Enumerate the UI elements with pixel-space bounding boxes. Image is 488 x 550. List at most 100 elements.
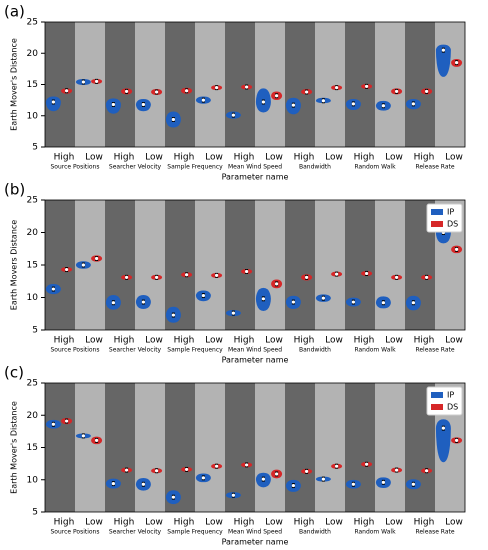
stripe <box>195 200 225 330</box>
median-dot <box>155 90 159 94</box>
median-dot <box>381 301 385 305</box>
median-dot <box>185 467 189 472</box>
median-dot <box>111 482 115 486</box>
median-dot <box>305 275 309 279</box>
x-tick-label: High <box>354 153 375 163</box>
violin-body <box>435 44 451 77</box>
median-dot <box>351 300 355 304</box>
median-dot <box>441 426 445 430</box>
median-dot <box>335 86 339 90</box>
y-axis-label: Earth Movers Distance <box>10 220 19 311</box>
median-dot <box>351 102 355 106</box>
median-dot <box>65 267 69 272</box>
median-dot <box>95 256 99 261</box>
x-tick-label: Low <box>85 153 103 163</box>
group-label: Release Rate <box>415 164 454 171</box>
x-tick-label: High <box>294 518 315 528</box>
median-dot <box>171 313 175 317</box>
y-tick-label: 5 <box>32 326 38 336</box>
group-label: Source Positions <box>50 164 99 171</box>
panel-label: (b) <box>4 181 25 199</box>
median-dot <box>275 94 279 98</box>
group-label: Source Positions <box>50 347 99 354</box>
stripe <box>135 200 165 330</box>
group-label: Sample Frequency <box>167 164 223 171</box>
median-dot <box>141 482 145 486</box>
y-axis-label: Earth Mover's Distance <box>10 401 19 494</box>
median-dot <box>95 438 99 443</box>
stripe <box>285 22 315 147</box>
legend-swatch <box>431 404 443 410</box>
y-tick-label: 10 <box>27 475 39 485</box>
median-dot <box>111 102 115 107</box>
stripe <box>285 200 315 330</box>
y-tick-label: 10 <box>27 111 39 121</box>
median-dot <box>215 273 219 277</box>
median-dot <box>65 89 69 93</box>
group-label: Bandwidth <box>299 347 331 354</box>
x-tick-label: Low <box>85 336 103 346</box>
stripe <box>195 383 225 512</box>
y-tick-label: 15 <box>27 261 38 271</box>
median-dot <box>351 482 355 486</box>
median-dot <box>125 468 129 472</box>
group-label: Random Walk <box>354 347 396 354</box>
median-dot <box>245 85 249 89</box>
stripe <box>315 383 345 512</box>
x-tick-label: Low <box>205 153 223 163</box>
median-dot <box>201 476 205 480</box>
group-label: Searcher Velocity <box>109 529 162 536</box>
median-dot <box>365 84 369 88</box>
legend-swatch <box>431 209 443 215</box>
x-tick-label: High <box>54 518 75 528</box>
panel-label: (c) <box>4 364 24 382</box>
panel-label: (a) <box>4 3 25 21</box>
median-dot <box>365 271 369 276</box>
median-dot <box>125 89 129 93</box>
group-label: Sample Frequency <box>167 347 223 354</box>
median-dot <box>245 463 249 467</box>
median-dot <box>261 297 265 301</box>
x-tick-label: High <box>294 336 315 346</box>
median-dot <box>411 482 415 486</box>
y-tick-label: 15 <box>27 443 38 453</box>
legend-label: DS <box>447 220 458 229</box>
x-tick-label: High <box>174 518 195 528</box>
stripe <box>255 22 285 147</box>
x-tick-label: High <box>234 518 255 528</box>
stripe <box>45 200 75 330</box>
median-dot <box>155 469 159 473</box>
stripe <box>375 22 405 147</box>
stripe <box>255 200 285 330</box>
median-dot <box>261 477 265 481</box>
group-label: Random Walk <box>354 529 396 536</box>
median-dot <box>321 99 325 103</box>
median-dot <box>141 300 145 304</box>
y-tick-label: 5 <box>32 143 38 153</box>
x-tick-label: Low <box>265 153 283 163</box>
group-label: Release Rate <box>415 529 454 536</box>
x-tick-label: Low <box>445 336 463 346</box>
stripe <box>225 383 255 512</box>
x-tick-label: Low <box>445 518 463 528</box>
stripe <box>105 22 135 147</box>
x-tick-label: Low <box>445 153 463 163</box>
x-tick-label: High <box>354 518 375 528</box>
median-dot <box>335 464 339 468</box>
x-tick-label: High <box>114 153 135 163</box>
x-tick-label: Low <box>325 153 343 163</box>
median-dot <box>275 282 279 286</box>
group-label: Mean Wind Speed <box>228 164 282 171</box>
y-tick-label: 15 <box>27 80 38 90</box>
median-dot <box>201 98 205 102</box>
y-tick-label: 20 <box>27 411 39 421</box>
median-dot <box>65 419 69 423</box>
group-label: Bandwidth <box>299 164 331 171</box>
y-tick-label: 5 <box>32 508 38 518</box>
group-label: Bandwidth <box>299 529 331 536</box>
median-dot <box>231 311 235 315</box>
stripe <box>105 383 135 512</box>
median-dot <box>171 495 175 499</box>
stripe <box>105 200 135 330</box>
median-dot <box>321 477 325 481</box>
